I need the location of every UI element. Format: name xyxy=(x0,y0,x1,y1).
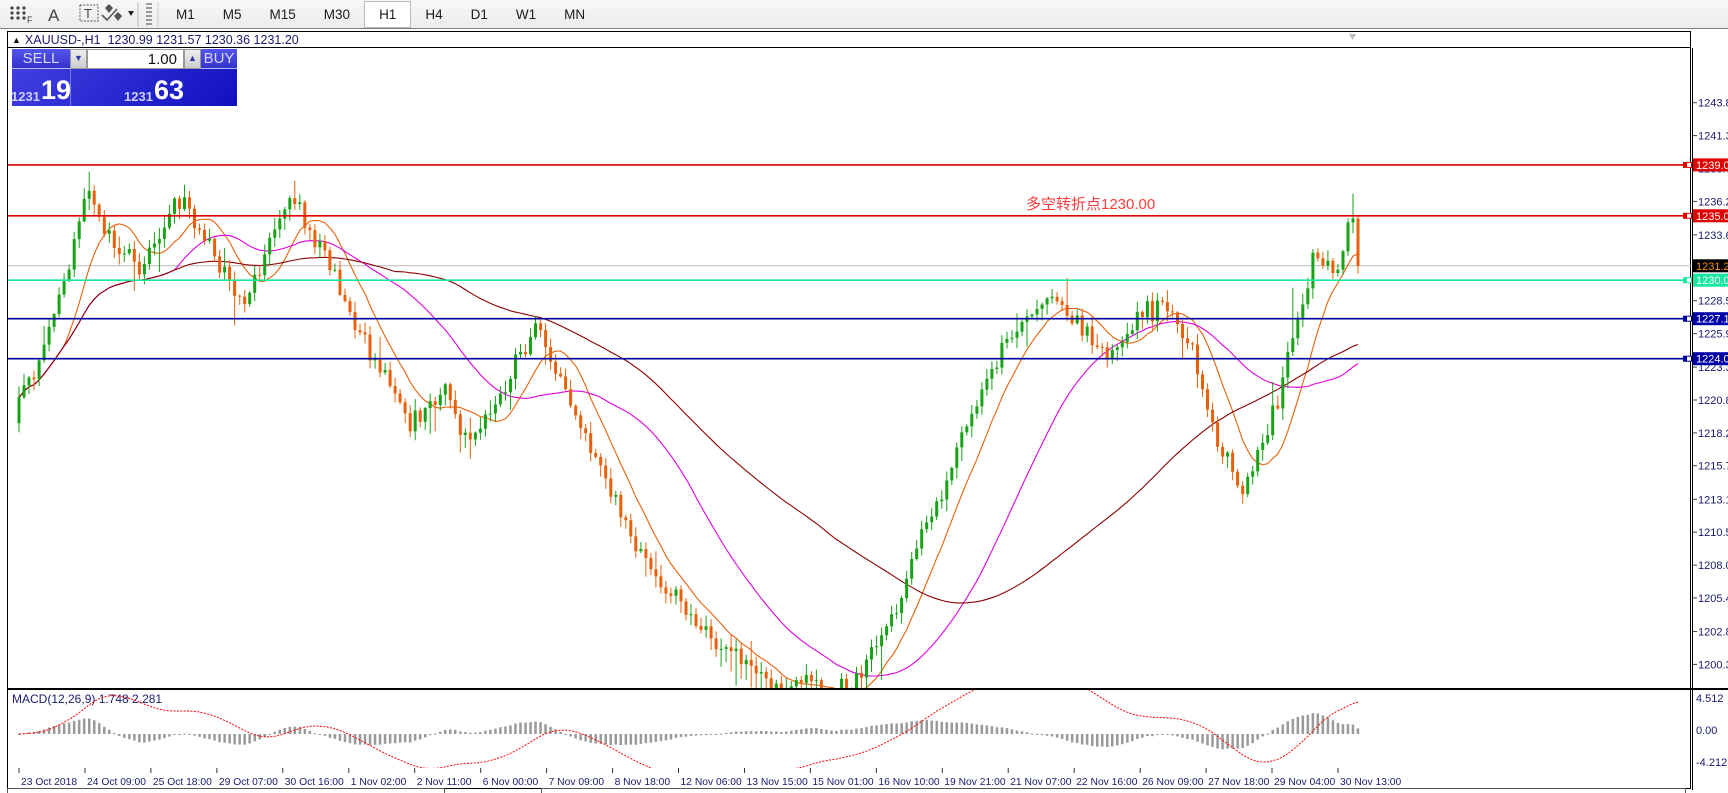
svg-text:1225.95: 1225.95 xyxy=(1698,329,1728,341)
svg-text:1200.30: 1200.30 xyxy=(1698,659,1728,671)
svg-text:1220.80: 1220.80 xyxy=(1698,395,1728,407)
svg-text:1218.25: 1218.25 xyxy=(1698,428,1728,440)
svg-text:16 Nov 10:00: 16 Nov 10:00 xyxy=(878,777,940,788)
svg-text:1208.00: 1208.00 xyxy=(1698,560,1728,572)
svg-text:30 Nov 13:00: 30 Nov 13:00 xyxy=(1340,777,1402,788)
svg-text:1231.20: 1231.20 xyxy=(1696,261,1728,273)
svg-text:24 Oct 09:00: 24 Oct 09:00 xyxy=(87,777,146,788)
svg-text:1210.55: 1210.55 xyxy=(1698,527,1728,539)
svg-text:30 Oct 16:00: 30 Oct 16:00 xyxy=(285,777,344,788)
svg-text:1243.85: 1243.85 xyxy=(1698,98,1728,110)
svg-text:F: F xyxy=(27,15,33,25)
svg-text:1236.20: 1236.20 xyxy=(1698,196,1728,208)
svg-text:1241.30: 1241.30 xyxy=(1698,131,1728,143)
svg-text:23 Oct 2018: 23 Oct 2018 xyxy=(21,777,77,788)
svg-text:2 Nov 11:00: 2 Nov 11:00 xyxy=(417,777,472,788)
svg-text:6 Nov 00:00: 6 Nov 00:00 xyxy=(483,777,539,788)
svg-text:1235.08: 1235.08 xyxy=(1696,211,1728,223)
svg-text:25 Oct 18:00: 25 Oct 18:00 xyxy=(153,777,212,788)
svg-text:多空转折点1230.00: 多空转折点1230.00 xyxy=(1026,196,1155,213)
svg-text:1239.03: 1239.03 xyxy=(1696,160,1728,172)
svg-text:13 Nov 15:00: 13 Nov 15:00 xyxy=(747,777,809,788)
svg-text:1205.45: 1205.45 xyxy=(1698,593,1728,605)
svg-text:4.512: 4.512 xyxy=(1696,693,1724,705)
svg-text:0.00: 0.00 xyxy=(1696,725,1717,737)
svg-text:1230.09: 1230.09 xyxy=(1696,275,1728,287)
svg-text:29 Oct 07:00: 29 Oct 07:00 xyxy=(219,777,278,788)
svg-text:1224.00: 1224.00 xyxy=(1696,354,1728,366)
svg-text:7 Nov 09:00: 7 Nov 09:00 xyxy=(549,777,605,788)
svg-text:A: A xyxy=(48,6,60,25)
svg-text:T: T xyxy=(84,6,92,21)
svg-text:1233.60: 1233.60 xyxy=(1698,230,1728,242)
svg-text:1213.10: 1213.10 xyxy=(1698,494,1728,506)
svg-text:8 Nov 18:00: 8 Nov 18:00 xyxy=(615,777,671,788)
svg-text:22 Nov 16:00: 22 Nov 16:00 xyxy=(1076,777,1138,788)
svg-text:MACD(12,26,9) 1.748 2.281: MACD(12,26,9) 1.748 2.281 xyxy=(12,692,162,706)
svg-text:12 Nov 06:00: 12 Nov 06:00 xyxy=(681,777,743,788)
svg-text:21 Nov 07:00: 21 Nov 07:00 xyxy=(1010,777,1072,788)
svg-text:1228.50: 1228.50 xyxy=(1698,296,1728,308)
svg-text:1227.10: 1227.10 xyxy=(1696,314,1728,326)
svg-text:1 Nov 02:00: 1 Nov 02:00 xyxy=(351,777,407,788)
svg-text:15 Nov 01:00: 15 Nov 01:00 xyxy=(812,777,874,788)
svg-text:1202.85: 1202.85 xyxy=(1698,627,1728,639)
svg-text:29 Nov 04:00: 29 Nov 04:00 xyxy=(1274,777,1336,788)
svg-text:19 Nov 21:00: 19 Nov 21:00 xyxy=(944,777,1006,788)
svg-text:27 Nov 18:00: 27 Nov 18:00 xyxy=(1208,777,1270,788)
svg-text:26 Nov 09:00: 26 Nov 09:00 xyxy=(1142,777,1204,788)
svg-text:1215.70: 1215.70 xyxy=(1698,461,1728,473)
